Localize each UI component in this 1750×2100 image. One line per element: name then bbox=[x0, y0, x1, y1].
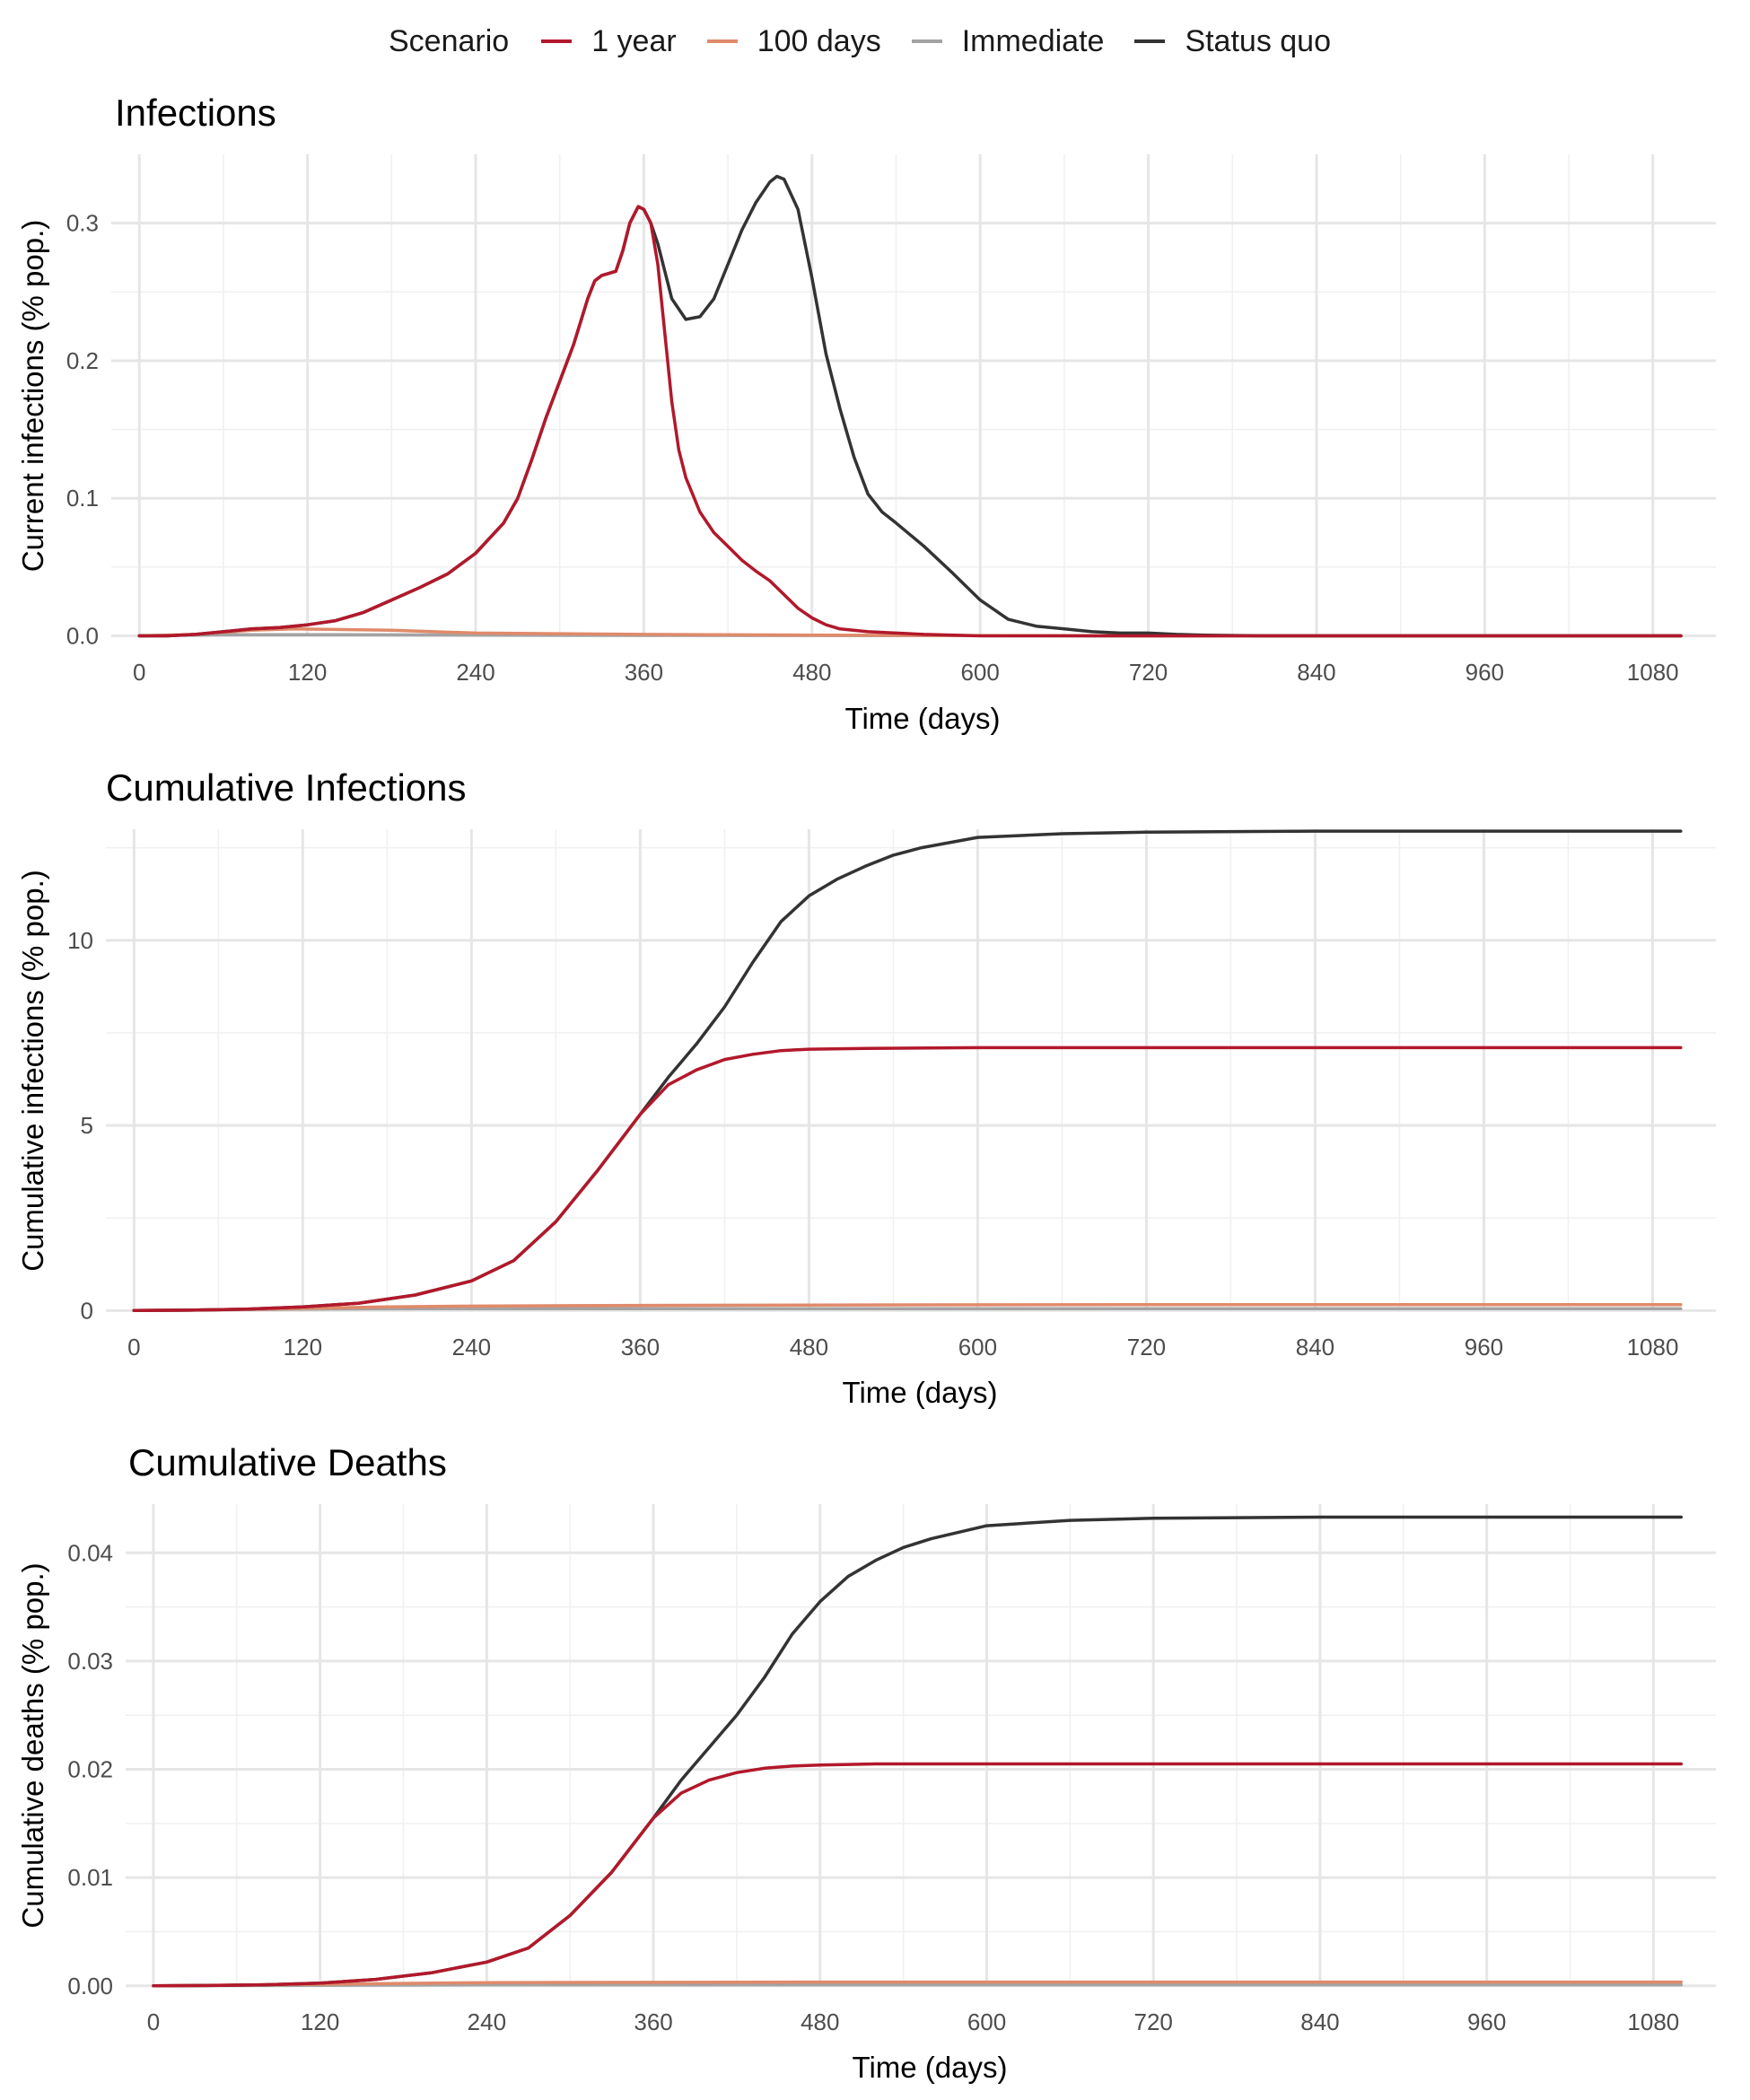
panel-3-y-tick-label-0-01: 0.01 bbox=[67, 1864, 113, 1891]
panel-3-x-tick-label-240: 240 bbox=[468, 2008, 506, 2035]
panel-2-y-tick-label-0: 0 bbox=[81, 1297, 93, 1324]
panel-2-title: Cumulative Infections bbox=[106, 766, 467, 809]
panel-2-y-tick-label-5: 5 bbox=[81, 1112, 93, 1139]
panel-3-x-axis-title: Time (days) bbox=[853, 2051, 1008, 2084]
panel-1-y-tick-label-0-0: 0.0 bbox=[66, 622, 99, 649]
panel-1-y-tick-label-0-2: 0.2 bbox=[66, 347, 99, 374]
panel-2-x-tick-label-840: 840 bbox=[1296, 1334, 1334, 1361]
panel-3-series-line-1-year bbox=[153, 1764, 1681, 1986]
panel-3-x-tick-label-120: 120 bbox=[301, 2008, 339, 2035]
panel-1-x-tick-label-120: 120 bbox=[288, 659, 327, 686]
panel-1-x-tick-label-360: 360 bbox=[625, 659, 663, 686]
panel-1-x-axis-title: Time (days) bbox=[845, 702, 1001, 735]
panel-1-x-tick-label-600: 600 bbox=[960, 659, 999, 686]
panel-1-x-tick-label-0: 0 bbox=[133, 659, 145, 686]
panel-1-y-tick-label-0-1: 0.1 bbox=[66, 485, 99, 512]
panel-2-x-tick-label-1080: 1080 bbox=[1627, 1334, 1679, 1361]
panel-2-series-line-1-year bbox=[134, 1047, 1681, 1310]
panel-3-y-tick-label-0-03: 0.03 bbox=[67, 1648, 113, 1675]
panel-2-x-tick-label-360: 360 bbox=[621, 1334, 660, 1361]
panel-1-y-tick-label-0-3: 0.3 bbox=[66, 210, 99, 237]
panel-1-y-axis-title: Current infections (% pop.) bbox=[16, 220, 49, 573]
panel-3-x-tick-label-360: 360 bbox=[634, 2008, 672, 2035]
panel-2-x-tick-label-600: 600 bbox=[958, 1334, 997, 1361]
panel-3-y-tick-label-0-02: 0.02 bbox=[67, 1756, 113, 1783]
panel-2-y-tick-label-10: 10 bbox=[67, 927, 93, 954]
panel-3-y-tick-label-0-00: 0.00 bbox=[67, 1973, 113, 1999]
panel-2-x-axis-title: Time (days) bbox=[843, 1376, 998, 1409]
panel-2-x-tick-label-960: 960 bbox=[1465, 1334, 1503, 1361]
panel-3-title: Cumulative Deaths bbox=[128, 1441, 447, 1483]
panel-3-y-tick-label-0-04: 0.04 bbox=[67, 1539, 113, 1566]
panel-2-series-line-status-quo bbox=[134, 831, 1681, 1310]
panel-1-x-tick-label-960: 960 bbox=[1466, 659, 1504, 686]
panel-3-series-line-status-quo bbox=[153, 1518, 1681, 1986]
panel-3-x-tick-label-480: 480 bbox=[801, 2008, 839, 2035]
panel-2-x-tick-label-0: 0 bbox=[127, 1334, 140, 1361]
panel-1-x-tick-label-840: 840 bbox=[1297, 659, 1335, 686]
panel-1-x-tick-label-720: 720 bbox=[1129, 659, 1168, 686]
panel-3-x-tick-label-0: 0 bbox=[147, 2008, 160, 2035]
panel-3-x-tick-label-720: 720 bbox=[1134, 2008, 1173, 2035]
panel-3-x-tick-label-1080: 1080 bbox=[1627, 2008, 1679, 2035]
panel-3-x-tick-label-840: 840 bbox=[1300, 2008, 1339, 2035]
panel-2-y-axis-title: Cumulative infections (% pop.) bbox=[16, 870, 49, 1272]
panel-3-x-tick-label-960: 960 bbox=[1467, 2008, 1506, 2035]
panel-2-x-tick-label-480: 480 bbox=[790, 1334, 828, 1361]
panel-1-x-tick-label-1080: 1080 bbox=[1627, 659, 1679, 686]
panel-2-x-tick-label-720: 720 bbox=[1127, 1334, 1166, 1361]
panel-1-x-tick-label-480: 480 bbox=[792, 659, 831, 686]
panel-2-x-tick-label-240: 240 bbox=[452, 1334, 491, 1361]
panel-1-title: Infections bbox=[115, 92, 276, 134]
panel-1-x-tick-label-240: 240 bbox=[456, 659, 494, 686]
panel-2-x-tick-label-120: 120 bbox=[284, 1334, 322, 1361]
panel-3-y-axis-title: Cumulative deaths (% pop.) bbox=[16, 1562, 49, 1928]
panel-3-x-tick-label-600: 600 bbox=[967, 2008, 1006, 2035]
panel-1-series-line-1-year bbox=[139, 206, 1681, 635]
panel-2-series-line-immediate bbox=[134, 1308, 1681, 1310]
